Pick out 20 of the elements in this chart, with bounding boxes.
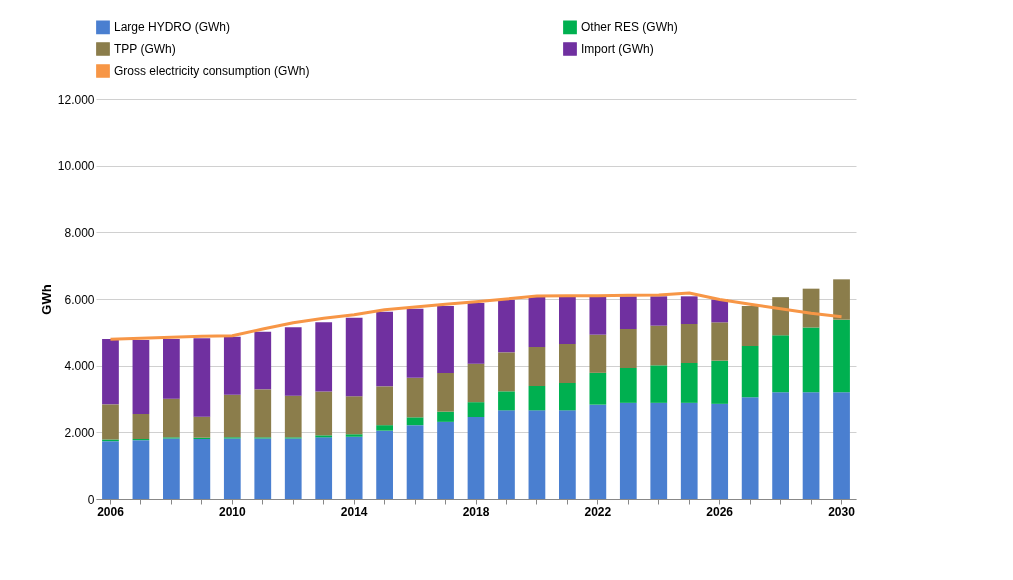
legend-label: TPP (GWh) <box>114 42 176 56</box>
x-tick-label: 2006 <box>97 504 125 519</box>
legend-label: Import (GWh) <box>581 42 654 56</box>
x-tick-label: 2014 <box>340 504 368 519</box>
y-tick-label: 12.000 <box>57 92 95 107</box>
legend-label: Gross electricity consumption (GWh) <box>114 64 310 78</box>
x-tick-label: 2018 <box>462 504 490 519</box>
y-tick-label: 8.000 <box>64 225 95 240</box>
legend-label: Other RES (GWh) <box>581 20 678 35</box>
y-tick-label: 6.000 <box>64 292 95 307</box>
y-tick-label: 10.000 <box>57 159 95 174</box>
x-tick-label: 2030 <box>828 504 856 519</box>
y-tick-label: 2.000 <box>64 425 95 440</box>
x-tick-label: 2022 <box>584 504 612 519</box>
legend-label: Large HYDRO (GWh) <box>114 20 231 35</box>
x-tick-label: 2026 <box>706 504 734 519</box>
y-tick-label: 4.000 <box>64 359 95 374</box>
y-axis-title: GWh <box>38 284 54 315</box>
y-tick-label: 0 <box>87 492 95 507</box>
x-tick-label: 2010 <box>218 504 246 519</box>
